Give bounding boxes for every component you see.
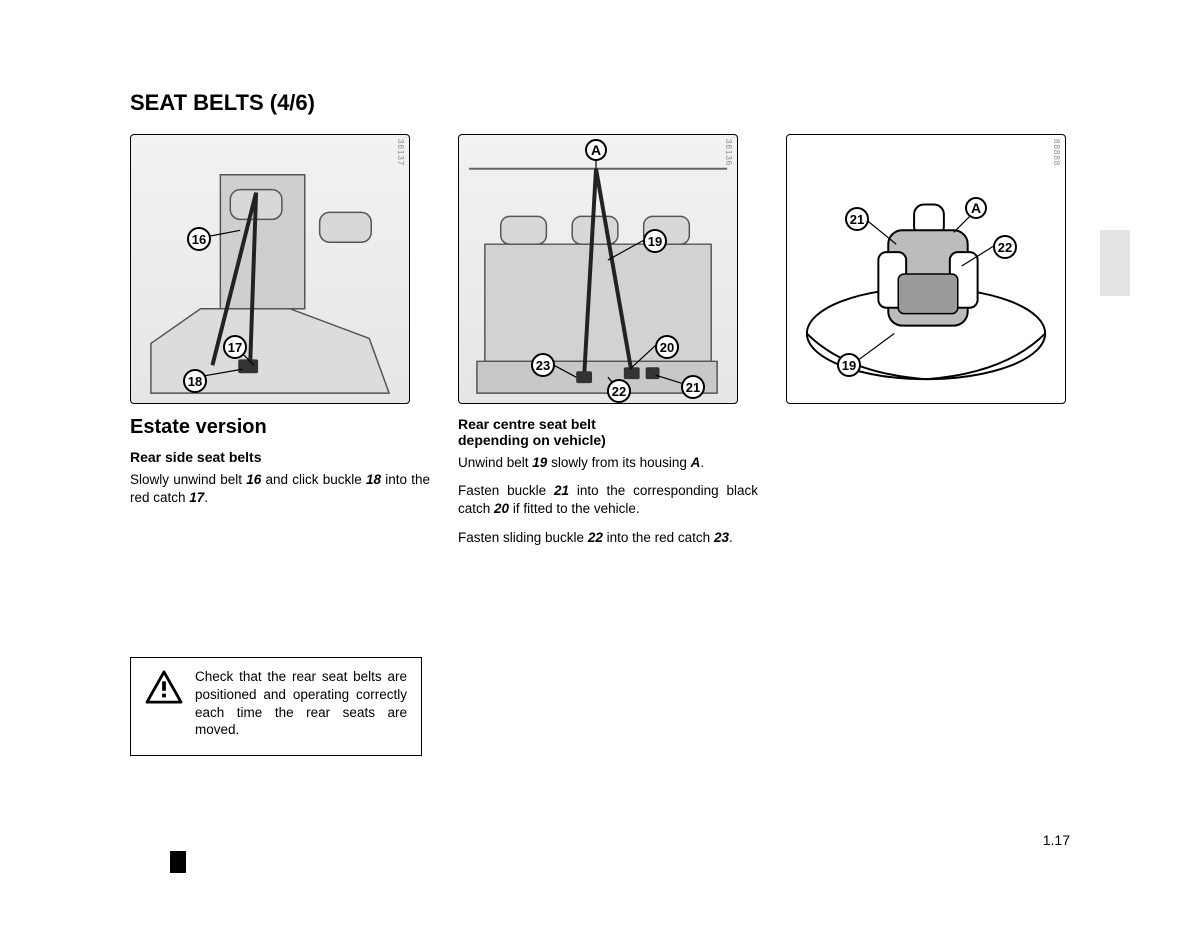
figure-rear-centre-belt: 36136 A 19 <box>458 134 738 404</box>
callout-22: 22 <box>607 379 631 403</box>
centre-belt-text-1: Unwind belt 19 slowly from its housing A… <box>458 454 758 472</box>
warning-icon <box>145 670 183 704</box>
callout-A: A <box>585 139 607 161</box>
callout-18: 18 <box>183 369 207 393</box>
callout-17: 17 <box>223 335 247 359</box>
content-columns: 36137 16 17 18 Estate version Rear side … <box>130 134 1090 756</box>
callout-19: 19 <box>837 353 861 377</box>
callout-20: 20 <box>655 335 679 359</box>
centre-belt-text-2: Fasten buckle 21 into the corresponding … <box>458 482 758 518</box>
figure-id: 36136 <box>724 139 733 166</box>
estate-version-heading: Estate version <box>130 416 430 439</box>
figure-id: 88888 <box>1052 139 1061 166</box>
callout-A: A <box>965 197 987 219</box>
figure-3-drawing <box>787 135 1065 403</box>
figure-belt-housing: 88888 21 A 22 19 <box>786 134 1066 404</box>
heading-line1: Rear centre seat belt <box>458 416 596 432</box>
rear-centre-belt-heading: Rear centre seat belt depending on vehic… <box>458 416 758 448</box>
warning-box: Check that the rear seat belts are posit… <box>130 657 422 755</box>
page-title: SEAT BELTS (4/6) <box>130 90 1090 116</box>
footer-mark <box>170 851 186 873</box>
side-tab <box>1100 230 1130 296</box>
figure-1-drawing <box>131 135 409 403</box>
column-3: 88888 21 A 22 19 <box>786 134 1086 756</box>
callout-19: 19 <box>643 229 667 253</box>
callout-23: 23 <box>531 353 555 377</box>
figure-id: 36137 <box>396 139 405 166</box>
figure-2-drawing <box>459 135 737 403</box>
rear-side-belts-text: Slowly unwind belt 16 and click buckle 1… <box>130 471 430 507</box>
column-2: 36136 A 19 <box>458 134 758 756</box>
callout-21: 21 <box>845 207 869 231</box>
callout-16: 16 <box>187 227 211 251</box>
warning-text: Check that the rear seat belts are posit… <box>195 668 407 738</box>
callout-21: 21 <box>681 375 705 399</box>
centre-belt-text-3: Fasten sliding buckle 22 into the red ca… <box>458 529 758 547</box>
callout-22: 22 <box>993 235 1017 259</box>
page-number: 1.17 <box>1043 832 1070 848</box>
heading-line2: depending on vehicle) <box>458 432 606 448</box>
column-1: 36137 16 17 18 Estate version Rear side … <box>130 134 430 756</box>
figure-rear-side-belts: 36137 16 17 18 <box>130 134 410 404</box>
rear-side-belts-heading: Rear side seat belts <box>130 449 430 465</box>
